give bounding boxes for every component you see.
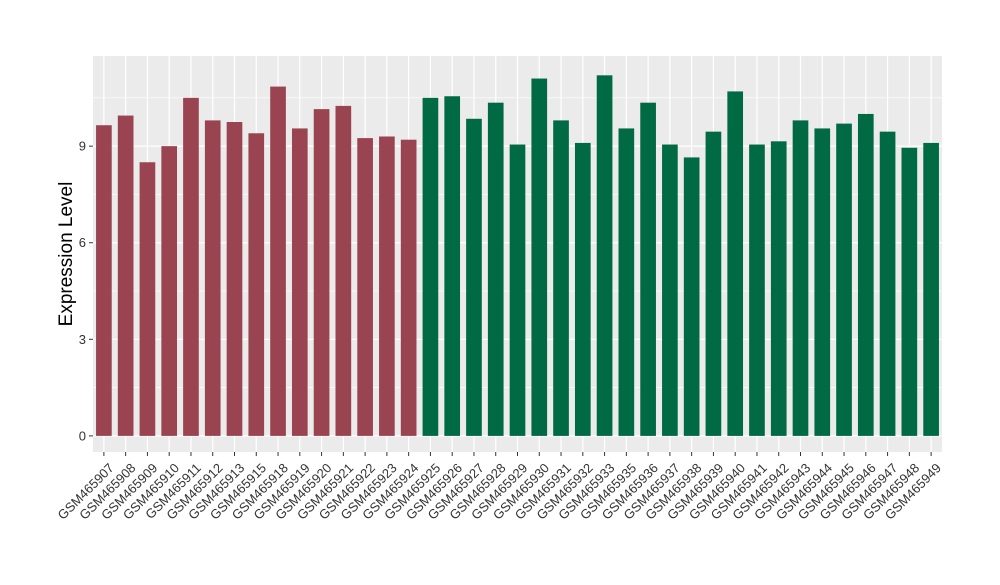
bar-GSM465938	[683, 157, 700, 436]
bar-GSM465943	[792, 120, 809, 436]
bar-GSM465929	[509, 144, 526, 436]
bar-GSM465918	[270, 86, 286, 436]
y-tick-label: 3	[79, 332, 86, 347]
bars	[96, 75, 939, 436]
bar-GSM465920	[313, 109, 330, 436]
bar-GSM465926	[444, 96, 461, 436]
bar-GSM465913	[226, 122, 243, 436]
bar-GSM465936	[640, 102, 656, 436]
bar-GSM465927	[466, 118, 482, 436]
bar-GSM465949	[923, 142, 939, 436]
bar-GSM465948	[901, 147, 918, 436]
bar-GSM465924	[400, 139, 417, 436]
bar-GSM465912	[204, 120, 221, 436]
bar-GSM465908	[117, 115, 134, 436]
bar-GSM465946	[857, 113, 874, 436]
bar-GSM465940	[727, 91, 744, 436]
bar-GSM465930	[531, 78, 548, 436]
bar-GSM465932	[574, 142, 591, 436]
bar-GSM465945	[836, 123, 852, 436]
bar-GSM465915	[248, 133, 265, 436]
bar-GSM465910	[161, 146, 178, 436]
bar-GSM465919	[291, 128, 308, 436]
bar-GSM465941	[749, 144, 765, 436]
bar-GSM465933	[596, 75, 613, 436]
bar-GSM465937	[662, 144, 678, 436]
x-axis: GSM465907GSM465908GSM465909GSM465910GSM4…	[55, 452, 944, 523]
bar-GSM465944	[814, 128, 831, 436]
bar-GSM465907	[96, 125, 112, 436]
bar-GSM465939	[705, 131, 722, 436]
bar-GSM465922	[357, 138, 373, 436]
bar-GSM465909	[139, 162, 156, 436]
bar-GSM465947	[879, 131, 896, 436]
y-tick-label: 0	[79, 428, 86, 443]
y-axis: 0 3 6 9	[79, 139, 93, 443]
bar-GSM465942	[770, 141, 787, 436]
bar-GSM465931	[553, 120, 569, 436]
bar-GSM465928	[487, 102, 504, 436]
bar-GSM465923	[379, 136, 395, 436]
y-axis-label: Expression Level	[56, 182, 77, 327]
y-tick-label: 6	[79, 235, 86, 250]
bar-GSM465925	[422, 97, 439, 436]
bar-GSM465935	[618, 128, 635, 436]
bar-GSM465911	[183, 97, 199, 436]
y-tick-label: 9	[79, 139, 86, 154]
bar-GSM465921	[335, 105, 352, 436]
